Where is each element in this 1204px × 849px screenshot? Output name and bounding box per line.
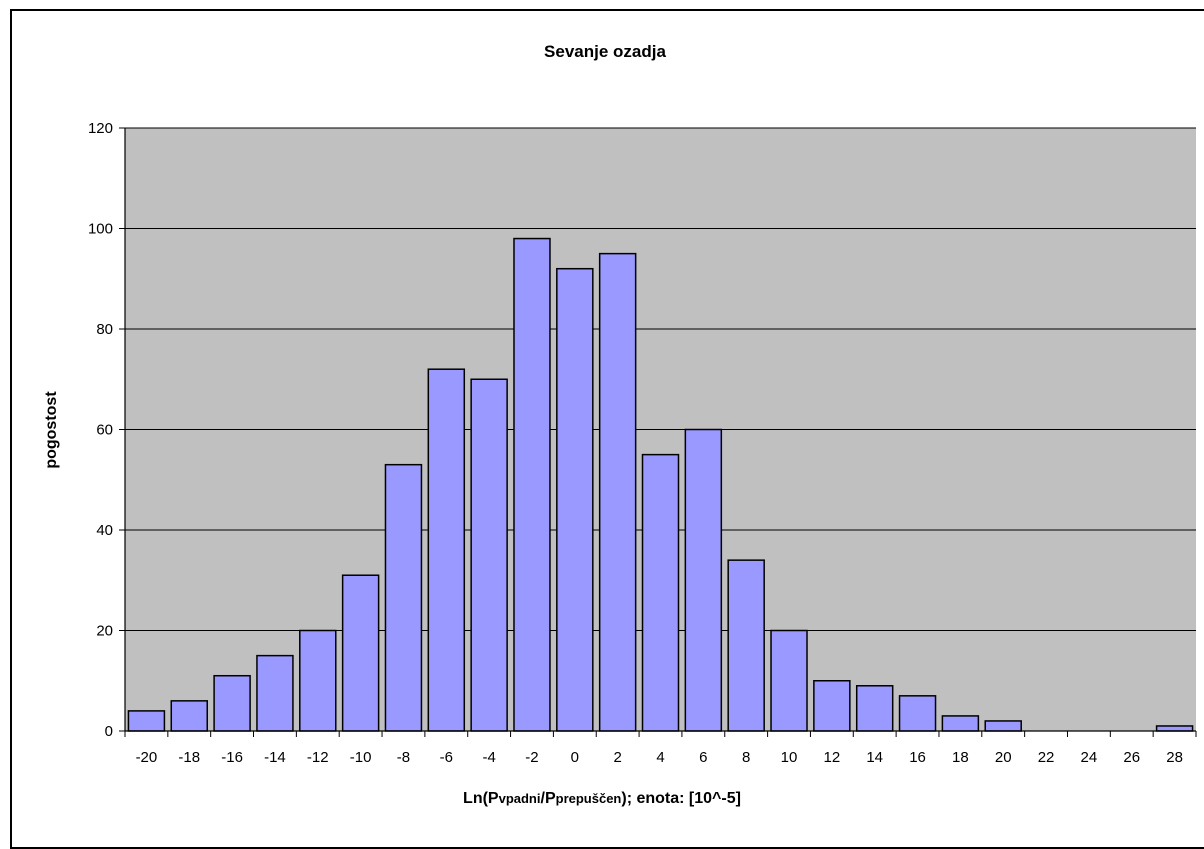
- bar: [343, 575, 379, 731]
- x-tick-label: 16: [909, 749, 926, 766]
- x-tick-label: 20: [995, 749, 1012, 766]
- y-axis-title: pogostost: [43, 391, 60, 469]
- x-axis-title: Ln(Pvpadni/Pprepuščen); enota: [10^-5]: [463, 790, 741, 807]
- x-tick-label: 28: [1166, 749, 1183, 766]
- bar: [428, 369, 464, 731]
- x-tick-label: -14: [264, 749, 286, 766]
- y-tick-labels: 0 20 40 60 80 100 120: [88, 120, 113, 740]
- y-tick-label: 60: [96, 422, 113, 439]
- bar: [942, 716, 978, 731]
- x-tick-label: -18: [178, 749, 200, 766]
- x-axis-title-mid: /P: [541, 790, 556, 807]
- y-tick-label: 100: [88, 221, 113, 238]
- y-tick-label: 20: [96, 623, 113, 640]
- bar: [728, 560, 764, 731]
- bar: [985, 721, 1021, 731]
- x-tick-label: 6: [699, 749, 707, 766]
- y-tick-label: 80: [96, 321, 113, 338]
- y-tick-label: 0: [105, 723, 113, 740]
- x-tick-label: -10: [350, 749, 372, 766]
- x-axis-title-suffix: ); enota: [10^-5]: [621, 790, 741, 807]
- bar: [643, 455, 679, 731]
- bar: [600, 254, 636, 731]
- x-tick-label: 8: [742, 749, 750, 766]
- bar: [557, 269, 593, 731]
- x-tick-label: 4: [656, 749, 664, 766]
- x-tick-label: 18: [952, 749, 969, 766]
- bar: [857, 686, 893, 731]
- bar: [471, 379, 507, 731]
- x-tick-label: -12: [307, 749, 329, 766]
- x-tick-label: 26: [1123, 749, 1140, 766]
- bar: [385, 465, 421, 731]
- bar: [814, 681, 850, 731]
- x-tick-label: -20: [136, 749, 158, 766]
- y-tick-label: 40: [96, 522, 113, 539]
- bar: [128, 711, 164, 731]
- x-tick-label: 0: [571, 749, 579, 766]
- bar: [171, 701, 207, 731]
- x-tick-label: 12: [824, 749, 841, 766]
- bar: [257, 656, 293, 731]
- x-tick-label: -2: [525, 749, 538, 766]
- x-tick-label: -4: [482, 749, 495, 766]
- x-axis-title-sub1: vpadni: [499, 791, 541, 806]
- x-tick-labels: -20 -18 -16 -14 -12 -10 -8 -6 -4 -2 0 2 4 6 8 10 12 14 16 1…: [136, 749, 1183, 766]
- x-tick-label: 22: [1038, 749, 1055, 766]
- bar: [1157, 726, 1193, 731]
- bar: [514, 239, 550, 731]
- x-tick-label: -8: [397, 749, 410, 766]
- x-tick-label: 10: [781, 749, 798, 766]
- bar: [214, 676, 250, 731]
- x-tick-label: 2: [613, 749, 621, 766]
- x-tick-label: 24: [1081, 749, 1098, 766]
- bar: [300, 631, 336, 732]
- x-axis-title-prefix: Ln(P: [463, 790, 499, 807]
- x-tick-label: -6: [440, 749, 453, 766]
- x-axis-title-sub2: prepuščen: [556, 791, 622, 806]
- bar: [900, 696, 936, 731]
- chart-title: Sevanje ozadja: [544, 42, 666, 61]
- x-tick-label: 14: [866, 749, 883, 766]
- y-tick-label: 120: [88, 120, 113, 137]
- bar: [771, 631, 807, 732]
- bar: [685, 430, 721, 732]
- x-tick-label: -16: [221, 749, 243, 766]
